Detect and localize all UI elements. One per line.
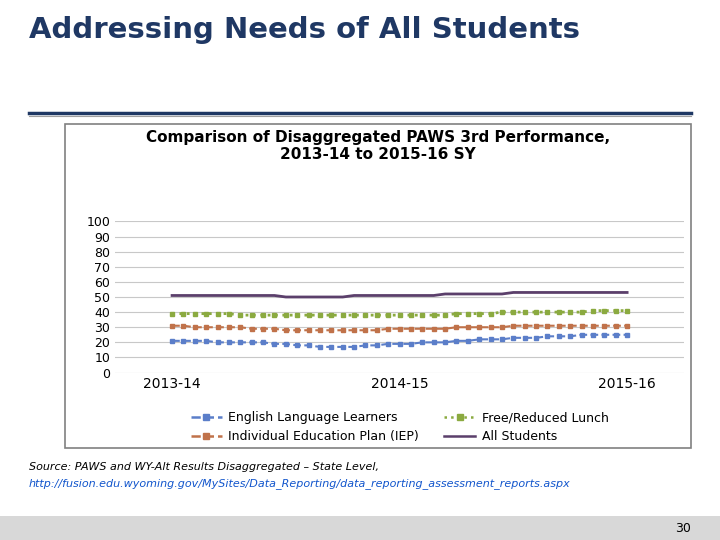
Text: Comparison of Disaggregated PAWS 3rd Performance,
2013-14 to 2015-16 SY: Comparison of Disaggregated PAWS 3rd Per… — [146, 130, 610, 162]
Text: 30: 30 — [675, 522, 691, 535]
Text: http://fusion.edu.wyoming.gov/MySites/Data_Reporting/data_reporting_assessment_r: http://fusion.edu.wyoming.gov/MySites/Da… — [29, 478, 570, 489]
Text: Source: PAWS and WY-Alt Results Disaggregated – State Level,: Source: PAWS and WY-Alt Results Disaggre… — [29, 462, 379, 472]
Legend: English Language Learners, Individual Education Plan (IEP), Free/Reduced Lunch, : English Language Learners, Individual Ed… — [186, 406, 613, 448]
Text: Addressing Needs of All Students: Addressing Needs of All Students — [29, 16, 580, 44]
